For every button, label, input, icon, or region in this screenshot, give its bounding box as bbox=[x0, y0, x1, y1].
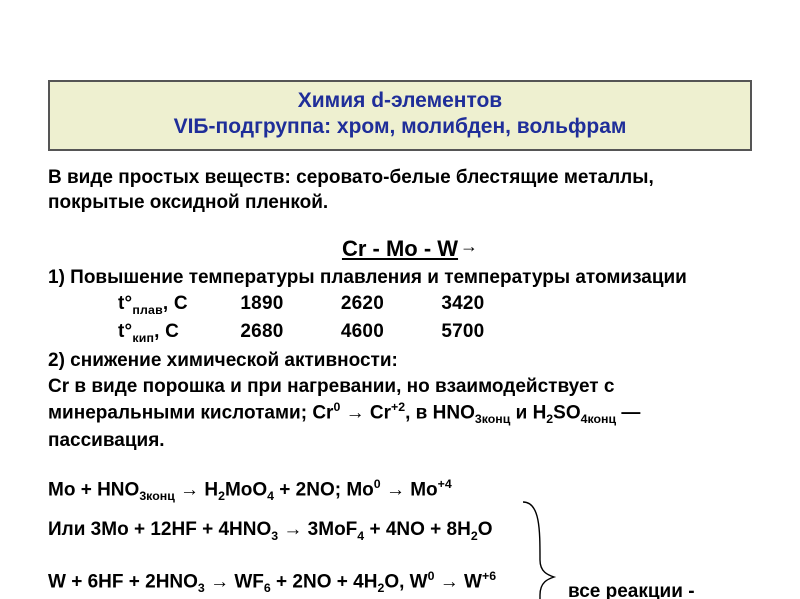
row2-unit: , С bbox=[154, 321, 179, 342]
mo1-d: + 2NO; Mo bbox=[274, 479, 374, 500]
row1-v1: 1890 bbox=[240, 291, 335, 317]
cr-c: , в HNO bbox=[405, 403, 475, 424]
mo1-b: → H bbox=[175, 479, 218, 500]
slide: Химия d-элементов VIБ-подгруппа: хром, м… bbox=[0, 80, 800, 599]
mo1-c: MoO bbox=[225, 479, 267, 500]
table-row-melting: t°плав, С 1890 2620 3420 bbox=[118, 291, 752, 318]
mo1-e: → Mo bbox=[381, 479, 438, 500]
arrow-icon: → bbox=[460, 234, 478, 258]
row1-v2: 2620 bbox=[341, 291, 436, 317]
row2-v1: 2680 bbox=[240, 319, 335, 345]
cr-b: → Cr bbox=[340, 403, 391, 424]
row2-label: t° bbox=[118, 321, 132, 342]
title-line-1: Химия d-элементов bbox=[58, 88, 742, 114]
intro-text: В виде простых веществ: серовато-белые б… bbox=[48, 165, 752, 216]
point-1: 1) Повышение температуры плавления и тем… bbox=[48, 265, 752, 291]
note-right-1: все реакции - bbox=[568, 580, 708, 599]
title-line-2: VIБ-подгруппа: хром, молибден, вольфрам bbox=[58, 114, 742, 140]
body: В виде простых веществ: серовато-белые б… bbox=[48, 165, 752, 599]
row2-v3: 5700 bbox=[441, 319, 536, 345]
w-c: + 2NO + 4H bbox=[271, 571, 378, 592]
cr-e: SO bbox=[553, 403, 580, 424]
table-row-boiling: t°кип, С 2680 4600 5700 bbox=[118, 319, 752, 346]
element-series: Cr - Mo - W→ bbox=[48, 234, 752, 264]
mo2-c: + 4NO + 8H bbox=[364, 519, 471, 540]
mo-line-1: Mo + HNO3конц → H2MoO4 + 2NO; Mo0 → Mo+4 bbox=[48, 476, 752, 505]
row1-unit: , С bbox=[163, 293, 188, 314]
w-a: W + 6HF + 2HNO bbox=[48, 571, 198, 592]
note-right: все реакции - при кипячении bbox=[568, 580, 708, 599]
row1-v3: 3420 bbox=[441, 291, 536, 317]
series-text: Cr - Mo - W bbox=[342, 236, 458, 261]
row1-sub: плав bbox=[132, 303, 163, 317]
brace-icon bbox=[518, 500, 558, 599]
row1-label: t° bbox=[118, 293, 132, 314]
mo2-a: Или 3Mo + 12HF + 4HNO bbox=[48, 519, 271, 540]
w-e: → W bbox=[434, 571, 482, 592]
mo1-a: Mo + HNO bbox=[48, 479, 139, 500]
row2-sub: кип bbox=[132, 330, 154, 344]
title-box: Химия d-элементов VIБ-подгруппа: хром, м… bbox=[48, 80, 752, 151]
mo-line-2: Или 3Mo + 12HF + 4HNO3 → 3MoF4 + 4NO + 8… bbox=[48, 517, 752, 544]
row2-v2: 4600 bbox=[341, 319, 436, 345]
cr-d: и H bbox=[510, 403, 546, 424]
mo2-b: → 3MoF bbox=[278, 519, 357, 540]
cr-paragraph: Cr в виде порошка и при нагревании, но в… bbox=[48, 374, 752, 454]
mo2-d: O bbox=[478, 519, 493, 540]
point-2: 2) снижение химической активности: bbox=[48, 348, 752, 374]
w-b: → WF bbox=[205, 571, 264, 592]
w-d: O, W bbox=[384, 571, 427, 592]
